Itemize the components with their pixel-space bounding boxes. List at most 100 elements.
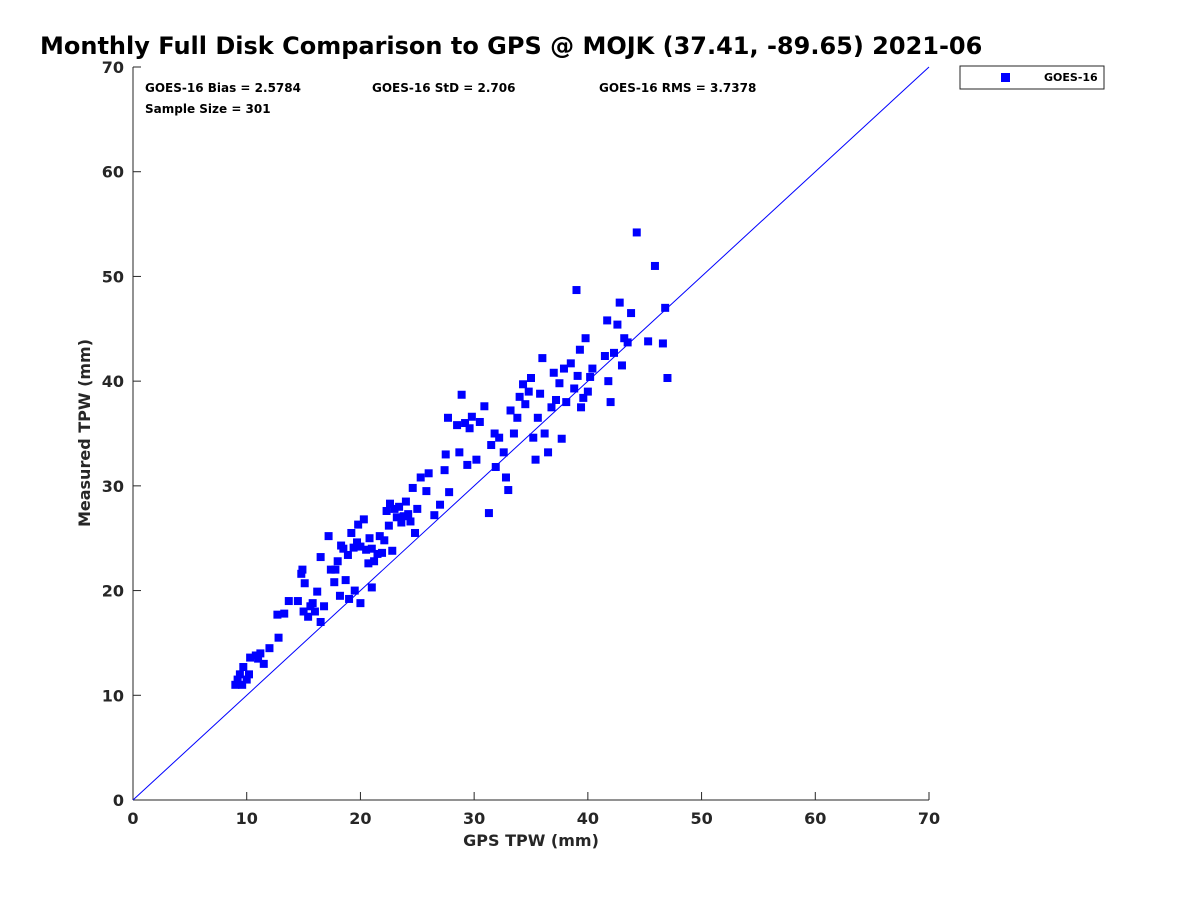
data-point [326, 565, 335, 574]
data-point [457, 390, 466, 399]
data-point [359, 515, 368, 524]
data-point [324, 532, 333, 541]
data-point [552, 395, 561, 404]
data-point [380, 536, 389, 545]
data-point [506, 406, 515, 415]
data-point [256, 649, 265, 658]
data-point [490, 429, 499, 438]
data-point [320, 602, 329, 611]
x-tick-label: 30 [463, 809, 485, 828]
data-point [467, 412, 476, 421]
data-point [364, 559, 373, 568]
data-point [424, 469, 433, 478]
data-point [350, 586, 359, 595]
data-point [308, 599, 317, 608]
x-tick-label: 70 [918, 809, 940, 828]
data-point [519, 380, 528, 389]
data-point [397, 518, 406, 527]
data-point [401, 497, 410, 506]
data-point [440, 466, 449, 475]
data-point [620, 334, 629, 343]
data-point [411, 528, 420, 537]
data-point [349, 543, 358, 552]
data-point [606, 398, 615, 407]
y-tick-label: 60 [102, 163, 124, 182]
data-point [644, 337, 653, 346]
data-point [632, 228, 641, 237]
data-point [610, 348, 619, 357]
data-point [365, 534, 374, 543]
data-point [388, 546, 397, 555]
data-point [538, 354, 547, 363]
std-stat: GOES-16 StD = 2.706 [372, 81, 515, 95]
x-tick-label: 0 [127, 809, 138, 828]
x-tick-label: 60 [804, 809, 826, 828]
data-point [353, 538, 362, 547]
y-tick-label: 70 [102, 58, 124, 77]
data-point [384, 521, 393, 530]
data-point [304, 612, 313, 621]
data-point [331, 565, 340, 574]
data-point [562, 398, 571, 407]
data-point [239, 663, 248, 672]
data-point [661, 303, 670, 312]
data-point [265, 644, 274, 653]
data-point [586, 372, 595, 381]
data-point [273, 610, 282, 619]
data-point [392, 513, 401, 522]
y-tick-label: 20 [102, 582, 124, 601]
data-point [521, 400, 530, 409]
data-point [443, 413, 452, 422]
data-point [555, 379, 564, 388]
data-point [335, 591, 344, 600]
data-point [570, 384, 579, 393]
data-point [316, 553, 325, 562]
identity-reference-line [132, 66, 930, 801]
x-tick-label: 10 [236, 809, 258, 828]
data-point [274, 633, 283, 642]
data-point [356, 542, 365, 551]
data-point [531, 455, 540, 464]
data-point [524, 387, 533, 396]
data-point [385, 499, 394, 508]
data-point [579, 393, 588, 402]
data-point [461, 419, 470, 428]
legend-box [959, 65, 1105, 90]
data-point [347, 528, 356, 537]
data-point [572, 286, 581, 295]
data-point [330, 578, 339, 587]
data-point [367, 583, 376, 592]
data-point [455, 448, 464, 457]
data-point [373, 549, 382, 558]
data-point [242, 675, 251, 684]
data-point [378, 548, 387, 557]
data-point [540, 429, 549, 438]
y-axis-label: Measured TPW (mm) [75, 339, 94, 527]
data-point [390, 504, 399, 513]
chart-title: Monthly Full Disk Comparison to GPS @ MO… [40, 32, 982, 60]
data-point [246, 653, 255, 662]
x-tick-label: 20 [349, 809, 371, 828]
data-point [445, 488, 454, 497]
data-point [491, 463, 500, 472]
data-point [627, 309, 636, 318]
data-point [341, 576, 350, 585]
data-point [566, 359, 575, 368]
x-axis-ticks: 0 10 20 30 40 50 60 70 [127, 792, 940, 828]
data-point [577, 403, 586, 412]
rms-stat: GOES-16 RMS = 3.7378 [599, 81, 756, 95]
data-point [527, 374, 535, 383]
data-point [310, 607, 319, 616]
data-point [333, 557, 342, 566]
data-point [300, 579, 309, 588]
legend-marker-goes-16 [1001, 73, 1010, 82]
data-point [533, 413, 542, 422]
data-point [233, 675, 242, 684]
data-point [547, 403, 556, 412]
data-point [356, 599, 365, 608]
data-point [408, 483, 417, 492]
y-tick-label: 50 [102, 267, 124, 286]
data-point [557, 434, 566, 443]
data-point [658, 339, 667, 348]
data-point [235, 670, 244, 679]
